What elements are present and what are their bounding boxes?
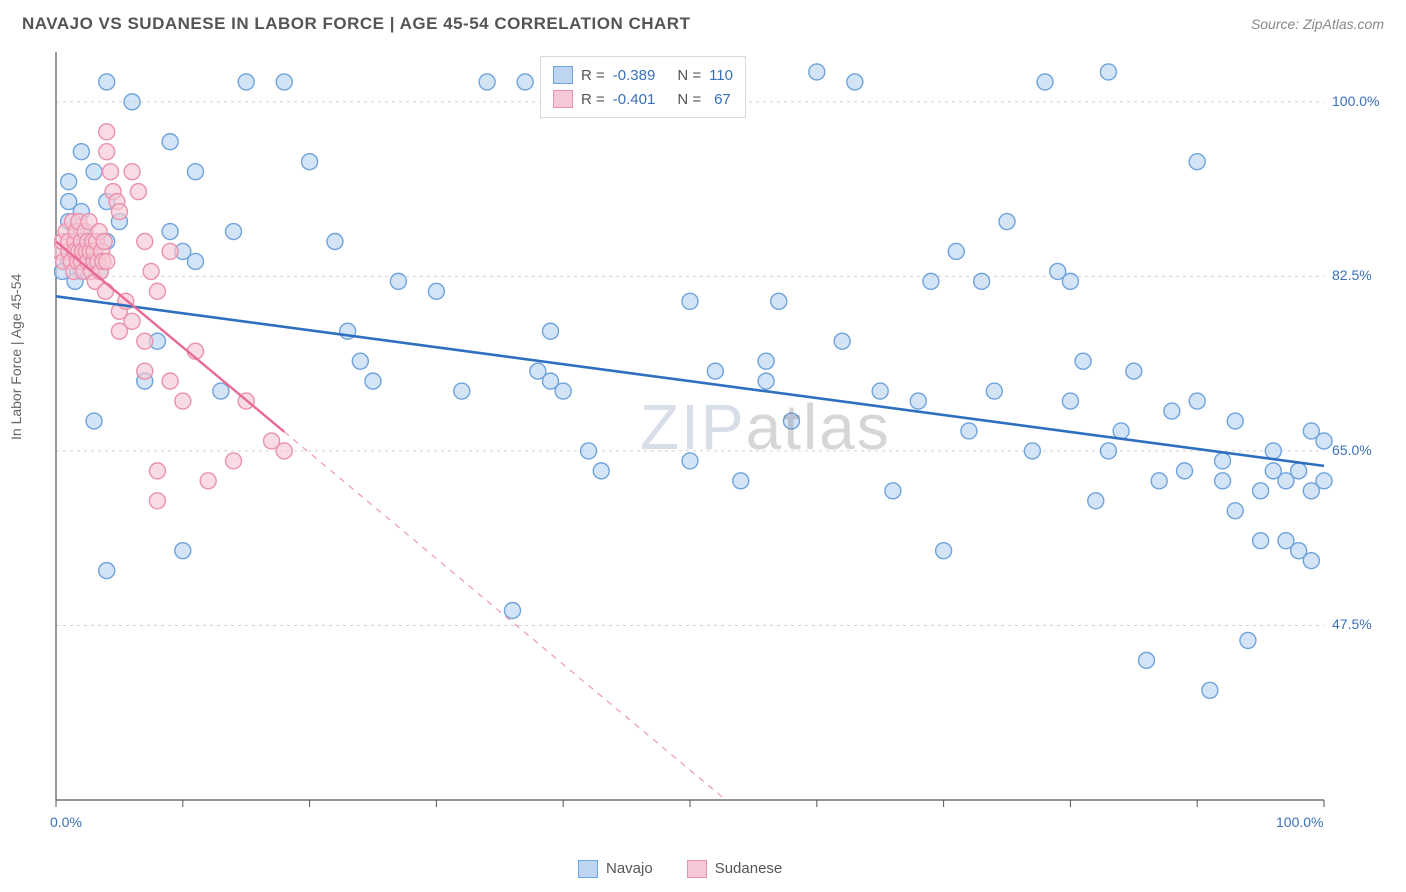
legend-label-sudanese: Sudanese xyxy=(715,860,783,877)
legend-label-navajo: Navajo xyxy=(606,860,653,877)
n-value-navajo: 110 xyxy=(709,67,733,84)
watermark-atlas: atlas xyxy=(746,391,891,463)
y-axis-label: In Labor Force | Age 45-54 xyxy=(8,274,24,440)
swatch-sudanese xyxy=(687,860,707,878)
n-value-sudanese: 67 xyxy=(709,91,731,108)
r-value-navajo: -0.389 xyxy=(613,67,656,84)
correlation-legend: R = -0.389 N = 110 R = -0.401 N = 67 xyxy=(540,56,746,118)
swatch-navajo xyxy=(553,66,573,84)
swatch-navajo xyxy=(578,860,598,878)
x-tick-label: 0.0% xyxy=(50,814,82,830)
y-tick-label: 82.5% xyxy=(1332,267,1372,283)
swatch-sudanese xyxy=(553,90,573,108)
y-tick-label: 65.0% xyxy=(1332,442,1372,458)
series-legend: Navajo Sudanese xyxy=(578,860,782,878)
r-value-sudanese: -0.401 xyxy=(613,91,656,108)
chart-header: NAVAJO VS SUDANESE IN LABOR FORCE | AGE … xyxy=(0,0,1406,44)
legend-item-sudanese: Sudanese xyxy=(687,860,783,878)
watermark-zip: ZIP xyxy=(640,391,746,463)
n-label: N = xyxy=(677,91,701,108)
source-attribution: Source: ZipAtlas.com xyxy=(1251,16,1384,32)
chart-title: NAVAJO VS SUDANESE IN LABOR FORCE | AGE … xyxy=(22,14,690,34)
source-name: ZipAtlas.com xyxy=(1303,16,1384,32)
r-label: R = xyxy=(581,67,605,84)
legend-row-sudanese: R = -0.401 N = 67 xyxy=(553,87,733,111)
y-tick-label: 100.0% xyxy=(1332,93,1379,109)
legend-item-navajo: Navajo xyxy=(578,860,653,878)
x-tick-label: 100.0% xyxy=(1276,814,1323,830)
y-tick-label: 47.5% xyxy=(1332,616,1372,632)
n-label: N = xyxy=(677,67,701,84)
source-prefix: Source: xyxy=(1251,16,1303,32)
legend-row-navajo: R = -0.389 N = 110 xyxy=(553,63,733,87)
watermark: ZIPatlas xyxy=(640,390,891,464)
r-label: R = xyxy=(581,91,605,108)
